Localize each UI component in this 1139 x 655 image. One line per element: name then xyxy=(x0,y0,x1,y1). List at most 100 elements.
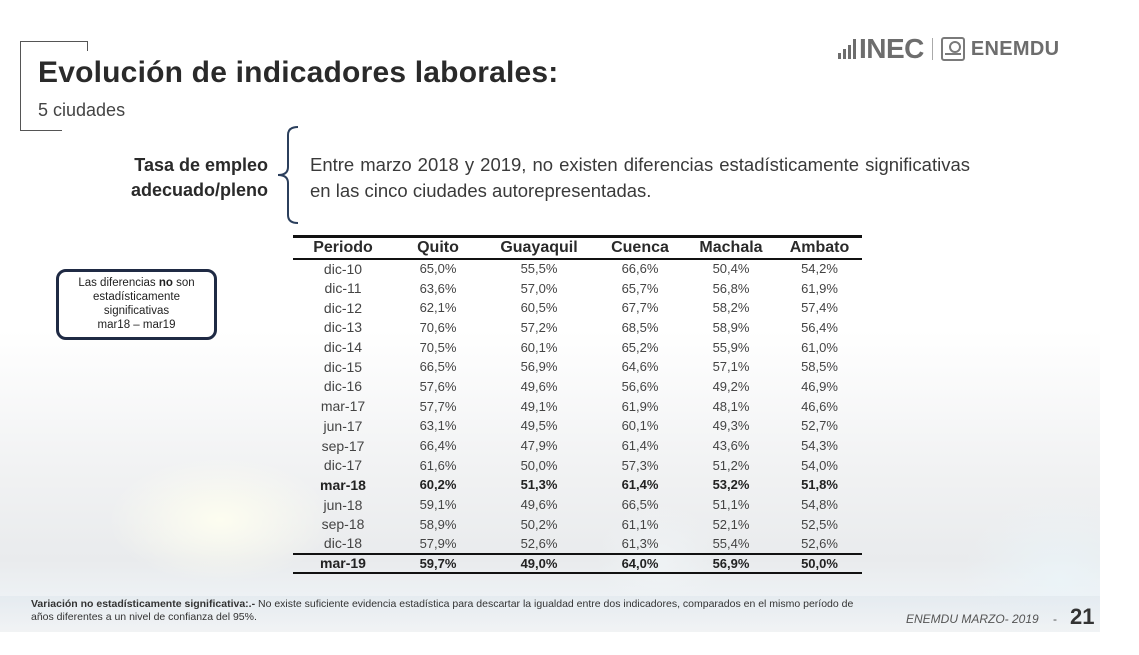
cell-ambato: 52,7% xyxy=(801,418,838,434)
cell-machala: 56,8% xyxy=(712,280,750,296)
cell-period: dic-17 xyxy=(323,457,363,474)
table-row: dic-13 70,6% 57,2% 68,5% 58,9% 56,4% xyxy=(293,318,862,338)
cell-machala: 49,3% xyxy=(712,418,750,434)
header-periodo: Periodo xyxy=(293,235,393,260)
cell-cuenca: 64,0% xyxy=(595,552,685,574)
cell-cuenca: 61,1% xyxy=(621,516,659,532)
frame-line-bottom xyxy=(20,130,62,131)
logo-survey-text: ENEMDU xyxy=(970,37,1060,60)
cell-quito: 61,6% xyxy=(419,457,457,473)
table-body: dic-10 65,0% 55,5% 66,6% 50,4% 54,2% dic-11 63,… xyxy=(293,259,862,574)
cell-guayaquil: 49,1% xyxy=(520,398,558,414)
table-row: dic-15 66,5% 56,9% 64,6% 57,1% 58,5% xyxy=(293,357,862,377)
note-line1: Las diferencias no son xyxy=(78,277,195,289)
cell-machala: 48,1% xyxy=(712,398,750,414)
table-row: dic-14 70,5% 60,1% 65,2% 55,9% 61,0% xyxy=(293,337,862,357)
cell-ambato: 50,0% xyxy=(777,552,862,574)
header-guayaquil: Guayaquil xyxy=(483,235,595,260)
logo-brand-text: INEC xyxy=(859,33,924,64)
cell-period: sep-18 xyxy=(321,516,365,533)
table-header-row: Periodo Quito Guayaquil Cuenca Machala A… xyxy=(293,235,862,260)
cell-guayaquil: 55,5% xyxy=(520,261,558,277)
cell-quito: 60,2% xyxy=(419,477,457,493)
significance-note-box: Las diferencias no son estadísticamente … xyxy=(56,269,217,340)
footnote-definition: No existe suficiente evidencia estadísti… xyxy=(31,598,854,623)
cell-machala: 58,9% xyxy=(712,319,750,335)
cell-period: dic-16 xyxy=(323,378,363,395)
cell-machala: 57,1% xyxy=(712,359,750,375)
inec-enemdu-logo: INEC ENEMDU xyxy=(838,34,1059,64)
cell-period: dic-10 xyxy=(323,260,363,277)
frame-line-left xyxy=(20,41,21,131)
cell-period: mar-17 xyxy=(320,398,366,415)
cell-period: sep-17 xyxy=(321,437,365,454)
cell-machala: 50,4% xyxy=(712,261,750,277)
cell-cuenca: 61,3% xyxy=(621,535,659,551)
header-ambato: Ambato xyxy=(777,235,862,260)
cell-ambato: 56,4% xyxy=(801,319,838,335)
cell-guayaquil: 49,5% xyxy=(520,418,558,434)
cell-quito: 65,0% xyxy=(419,261,457,277)
table-row: dic-17 61,6% 50,0% 57,3% 51,2% 54,0% xyxy=(293,455,862,475)
cell-guayaquil: 49,0% xyxy=(483,552,595,574)
cell-guayaquil: 52,6% xyxy=(520,535,558,551)
cell-quito: 57,6% xyxy=(419,378,457,394)
cell-period: jun-18 xyxy=(323,496,363,513)
cell-machala: 51,1% xyxy=(712,497,750,513)
header-cuenca: Cuenca xyxy=(595,235,685,260)
cell-ambato: 51,8% xyxy=(801,477,838,493)
page-number: 21 xyxy=(1070,604,1095,629)
frame-line-tick xyxy=(87,41,88,51)
cell-quito: 63,1% xyxy=(419,418,457,434)
signal-bars-icon xyxy=(838,39,856,59)
cell-cuenca: 66,5% xyxy=(621,497,659,513)
footnote-term: Variación no estadísticamente significat… xyxy=(31,598,256,610)
note-line3: significativas xyxy=(103,305,170,317)
cell-period: dic-11 xyxy=(324,280,362,297)
cell-machala: 55,9% xyxy=(712,339,750,355)
cell-quito: 58,9% xyxy=(419,516,457,532)
cell-cuenca: 66,6% xyxy=(621,261,659,277)
emblem-icon xyxy=(940,37,965,61)
cell-guayaquil: 60,1% xyxy=(520,339,558,355)
cell-period: jun-17 xyxy=(323,417,363,434)
cell-ambato: 57,4% xyxy=(801,300,838,316)
cell-cuenca: 61,4% xyxy=(621,477,659,493)
cell-period: dic-14 xyxy=(323,339,363,356)
cell-cuenca: 67,7% xyxy=(621,300,659,316)
cell-machala: 52,1% xyxy=(712,516,750,532)
logo-separator xyxy=(931,38,933,60)
note-line2: estadísticamente xyxy=(93,291,180,303)
table-row: sep-18 58,9% 50,2% 61,1% 52,1% 52,5% xyxy=(293,514,862,534)
cell-ambato: 54,3% xyxy=(801,438,838,454)
cell-cuenca: 64,6% xyxy=(621,359,659,375)
indicator-label-line2: adecuado/pleno xyxy=(130,180,268,200)
cell-guayaquil: 60,5% xyxy=(520,300,558,316)
cell-cuenca: 68,5% xyxy=(621,319,659,335)
cell-quito: 59,7% xyxy=(393,552,483,574)
table-row: dic-10 65,0% 55,5% 66,6% 50,4% 54,2% xyxy=(293,259,862,279)
cell-machala: 56,9% xyxy=(685,552,777,574)
cell-machala: 53,2% xyxy=(712,477,750,493)
footer-source-label: ENEMDU MARZO- 2019 xyxy=(906,612,1039,626)
employment-rate-table: Periodo Quito Guayaquil Cuenca Machala A… xyxy=(293,235,862,574)
note-line4: mar18 – mar19 xyxy=(97,319,176,331)
cell-ambato: 52,5% xyxy=(801,516,838,532)
indicator-description: Entre marzo 2018 y 2019, no existen dife… xyxy=(310,154,970,201)
cell-guayaquil: 49,6% xyxy=(520,378,558,394)
table-row: jun-17 63,1% 49,5% 60,1% 49,3% 52,7% xyxy=(293,416,862,436)
cell-cuenca: 65,7% xyxy=(621,280,659,296)
indicator-label: Tasa de empleo adecuado/pleno xyxy=(92,153,268,203)
cell-ambato: 52,6% xyxy=(801,535,838,551)
footnote: Variación no estadísticamente significat… xyxy=(31,598,861,624)
cell-quito: 59,1% xyxy=(419,497,457,513)
table-row: dic-12 62,1% 60,5% 67,7% 58,2% 57,4% xyxy=(293,298,862,318)
slide-subtitle: 5 ciudades xyxy=(38,100,126,120)
cell-quito: 57,7% xyxy=(419,398,457,414)
table-row: dic-18 57,9% 52,6% 61,3% 55,4% 52,6% xyxy=(293,534,862,554)
slide-bottom-band xyxy=(0,596,1100,632)
cell-guayaquil: 57,0% xyxy=(520,280,558,296)
cell-machala: 51,2% xyxy=(712,457,750,473)
indicator-label-line1: Tasa de empleo xyxy=(134,155,268,175)
cell-quito: 70,5% xyxy=(419,339,457,355)
